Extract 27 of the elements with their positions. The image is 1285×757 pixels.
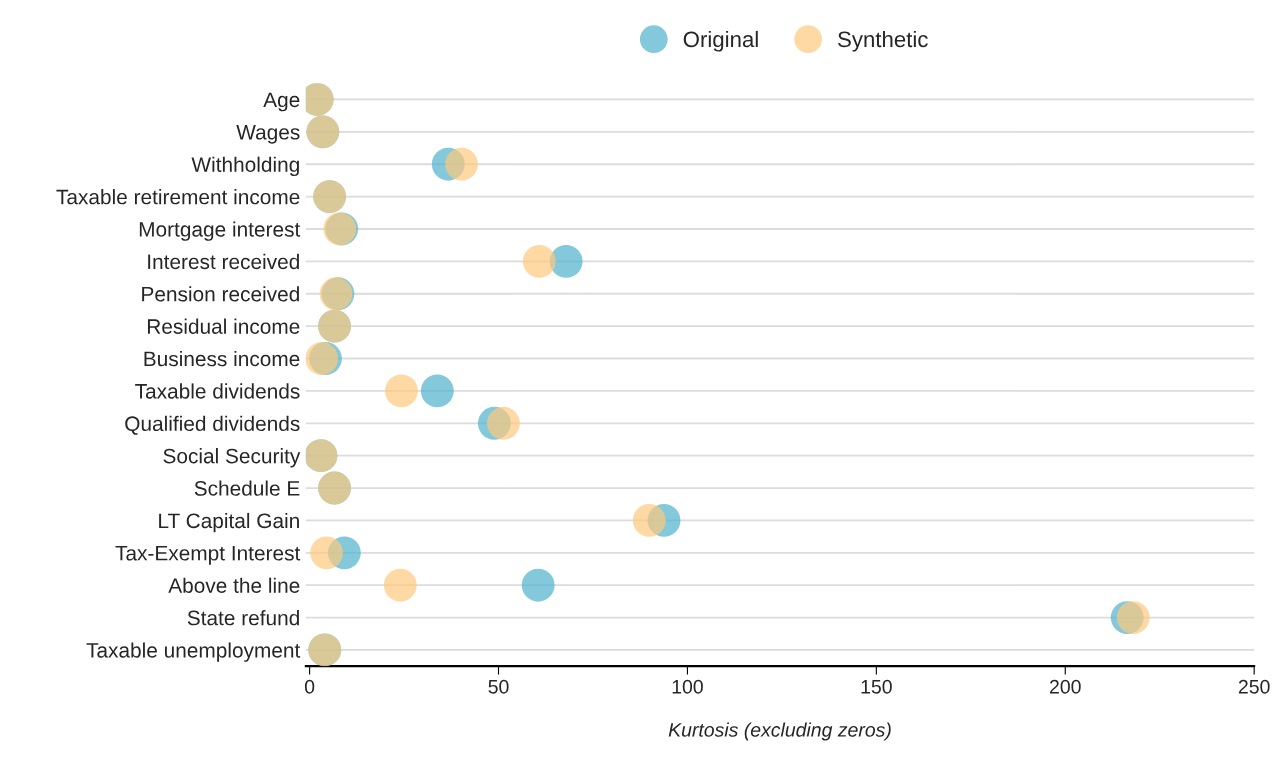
y-tick-label: Business income [144, 350, 300, 367]
legend-label: Original [683, 30, 758, 52]
y-tick-label: Tax-Exempt Interest [115, 546, 301, 565]
y-tick-label: Mortgage interest [139, 221, 301, 241]
y-tick-label: Taxable unemployment [86, 642, 301, 662]
y-tick-label: Interest received [148, 253, 299, 270]
y-tick-label: Taxable retirement income [56, 189, 300, 205]
y-tick-label: Age [263, 92, 300, 112]
y-tick-label: Residual income [147, 318, 300, 334]
x-tick-label: 100 [672, 679, 703, 694]
x-tick-label: 50 [488, 679, 509, 694]
y-tick-label: Taxable dividends [135, 383, 300, 399]
x-tick-label: 250 [1238, 679, 1270, 694]
y-tick-label: Withholding [191, 156, 299, 177]
y-tick-label: Social Security [163, 448, 301, 468]
legend-label: Synthetic [838, 30, 928, 52]
y-tick-label: State refund [187, 610, 299, 626]
y-tick-label: Above the line [168, 577, 300, 593]
y-tick-label: LT Capital Gain [159, 512, 299, 533]
y-tick-label: Schedule E [194, 480, 300, 496]
y-tick-label: Wages [236, 125, 300, 144]
x-tick-label: 0 [304, 679, 315, 694]
y-tick-label: Qualified dividends [125, 415, 300, 435]
y-tick-label: Pension received [142, 286, 299, 302]
x-tick-label: 150 [861, 679, 892, 694]
x-tick-label: 200 [1050, 679, 1081, 694]
x-axis-title: Kurtosis (excluding zeros) [668, 722, 891, 741]
